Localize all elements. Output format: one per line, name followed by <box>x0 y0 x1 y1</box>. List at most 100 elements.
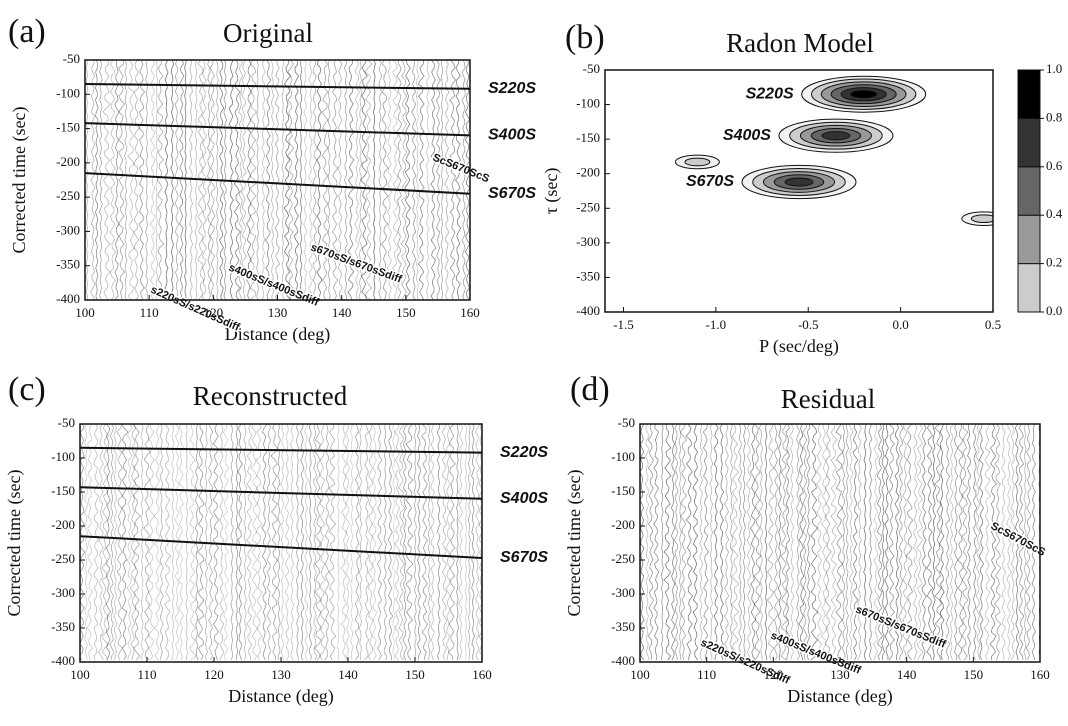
trace <box>312 424 318 661</box>
trace <box>143 424 151 661</box>
trace <box>430 60 437 300</box>
trace <box>295 424 300 661</box>
trace <box>113 424 118 661</box>
trace <box>218 60 225 300</box>
peak <box>684 157 711 167</box>
x-axis-label: Distance (deg) <box>225 324 330 345</box>
trace <box>256 60 260 300</box>
annotation: ScS670ScS <box>989 520 1048 559</box>
trace <box>337 60 343 300</box>
trace <box>281 60 285 300</box>
trace <box>86 424 94 661</box>
trace <box>140 424 144 661</box>
trace <box>364 424 370 661</box>
x-tick-label: 110 <box>140 305 159 320</box>
colorbar-tick-label: 1.0 <box>1046 61 1062 76</box>
peak <box>970 214 993 223</box>
trace <box>164 60 169 300</box>
trace <box>327 60 331 300</box>
y-tick-label: -150 <box>51 483 75 498</box>
trace <box>685 424 694 661</box>
trace <box>371 424 378 661</box>
trace <box>863 424 867 661</box>
trace <box>411 60 417 300</box>
trace <box>188 424 197 661</box>
trace <box>174 424 180 661</box>
y-tick-label: -200 <box>576 165 600 180</box>
x-tick-label: 100 <box>70 667 90 682</box>
panel: (a) Original Distance (deg) Corrected time … <box>8 13 536 345</box>
trace <box>359 60 368 300</box>
trace <box>153 424 161 661</box>
trace <box>671 424 676 661</box>
trace <box>223 60 227 300</box>
trace <box>994 424 1002 661</box>
y-tick-label: -200 <box>56 154 80 169</box>
trace <box>645 424 650 661</box>
peak-label: S400S <box>723 127 771 144</box>
trace <box>147 424 156 661</box>
trace <box>98 424 104 661</box>
trace <box>957 424 964 661</box>
trace <box>261 60 266 300</box>
trace <box>1010 424 1016 661</box>
phase-line <box>85 172 470 195</box>
trace <box>931 424 937 661</box>
phase-label: S220S <box>488 80 536 97</box>
trace <box>387 424 394 661</box>
y-tick-label: -150 <box>611 483 635 498</box>
colorbar-tick-label: 0.6 <box>1046 158 1063 173</box>
x-tick-label: 0.0 <box>892 317 908 332</box>
trace <box>417 60 425 300</box>
trace <box>945 424 951 661</box>
panel-title: Radon Model <box>726 28 874 58</box>
trace <box>397 424 406 661</box>
panel-label: (a) <box>8 13 46 50</box>
trace <box>237 424 243 661</box>
trace <box>478 424 482 661</box>
trace <box>764 424 768 661</box>
trace <box>126 424 133 661</box>
trace <box>230 424 234 661</box>
y-tick-label: -350 <box>56 257 80 272</box>
trace <box>457 424 464 661</box>
plot-area <box>85 60 470 300</box>
trace <box>208 424 214 661</box>
trace <box>417 424 422 661</box>
trace <box>249 60 258 300</box>
y-tick-label: -150 <box>576 130 600 145</box>
trace <box>266 424 272 661</box>
trace <box>235 424 239 661</box>
trace <box>116 424 123 661</box>
trace <box>328 424 337 661</box>
trace <box>810 424 819 661</box>
colorbar-cell <box>1017 166 1041 216</box>
trace <box>303 60 308 300</box>
peak <box>850 89 877 99</box>
trace <box>961 424 969 661</box>
y-tick-label: -400 <box>576 303 600 318</box>
trace <box>331 60 339 300</box>
trace <box>713 424 719 661</box>
trace <box>934 424 943 661</box>
trace <box>830 424 838 661</box>
trace <box>392 60 400 300</box>
trace <box>876 424 883 661</box>
trace <box>240 60 247 300</box>
trace <box>209 60 216 300</box>
phase-line <box>85 83 470 90</box>
trace <box>1014 424 1020 661</box>
trace <box>204 424 209 661</box>
x-tick-label: 120 <box>204 305 224 320</box>
trace <box>261 424 268 661</box>
x-tick-label: 160 <box>1030 667 1050 682</box>
trace <box>938 424 945 661</box>
annotation: ScS670ScS <box>431 152 491 186</box>
trace <box>444 60 450 300</box>
trace <box>337 424 340 661</box>
x-axis-label: P (sec/deg) <box>759 336 839 357</box>
trace <box>456 424 459 661</box>
trace <box>155 60 159 300</box>
trace <box>194 60 198 300</box>
trace <box>358 60 363 300</box>
